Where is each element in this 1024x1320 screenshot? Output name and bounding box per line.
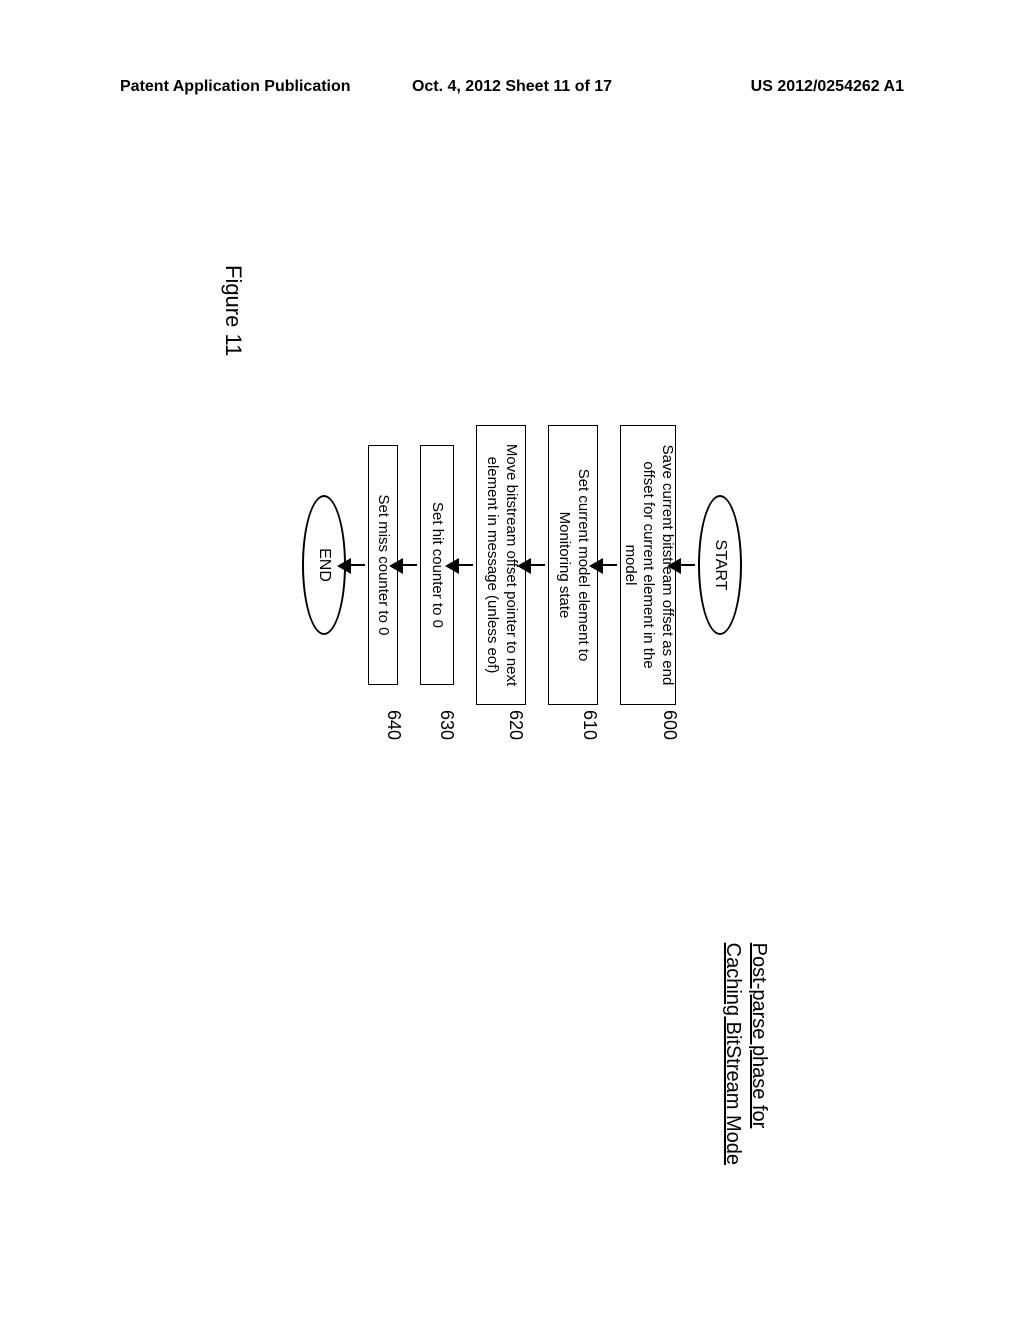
ref-620: 620: [505, 710, 526, 740]
ref-610: 610: [579, 710, 600, 740]
start-terminator: START: [698, 495, 742, 635]
ref-600: 600: [659, 710, 680, 740]
title-line-2: Caching BitStream Mode: [720, 943, 746, 1165]
figure-label: Figure 11: [220, 265, 246, 356]
flowchart-diagram: Post-parse phase for Caching BitStream M…: [252, 265, 772, 1165]
ref-630: 630: [436, 710, 457, 740]
title-line-1: Post-parse phase for: [746, 943, 772, 1165]
diagram-title: Post-parse phase for Caching BitStream M…: [720, 943, 772, 1165]
header-publication: Patent Application Publication: [120, 78, 381, 96]
header-patent-number: US 2012/0254262 A1: [643, 78, 904, 96]
ref-640: 640: [383, 710, 404, 740]
header-date-sheet: Oct. 4, 2012 Sheet 11 of 17: [381, 78, 642, 96]
